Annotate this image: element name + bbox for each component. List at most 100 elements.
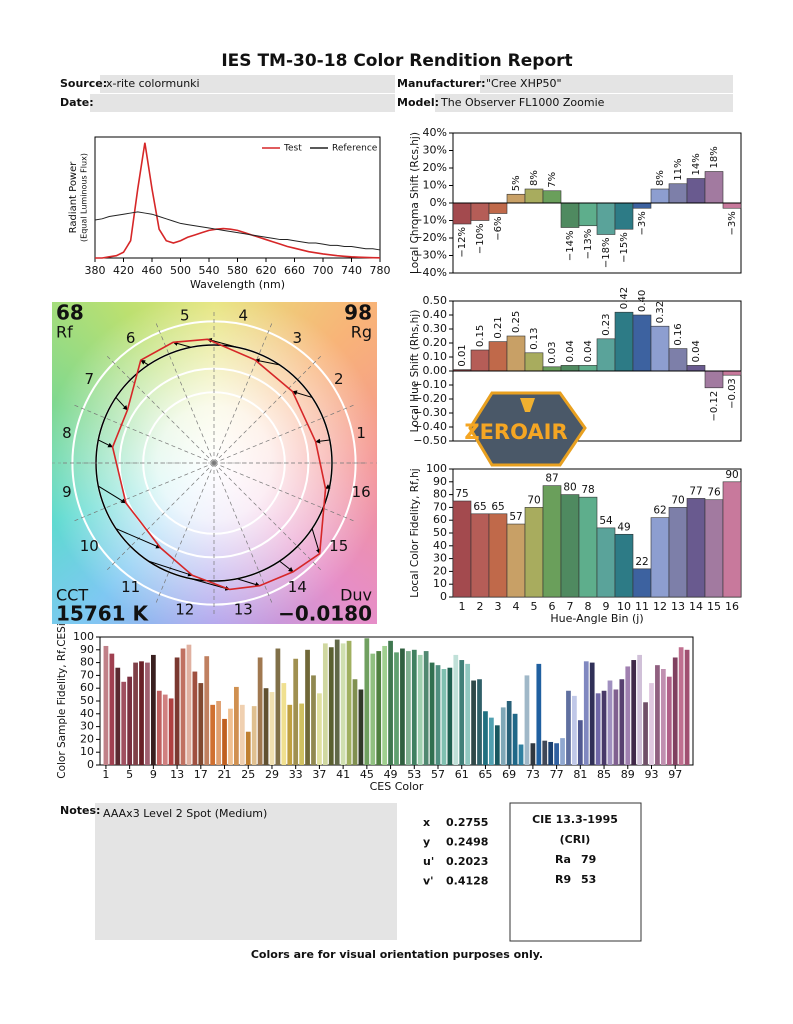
y-tick-label: 30 bbox=[80, 720, 94, 733]
bar bbox=[358, 689, 364, 765]
y-axis-label: Radiant Power bbox=[68, 161, 79, 234]
x-tick-label: 500 bbox=[170, 264, 191, 277]
hue-bin-label: 8 bbox=[62, 424, 72, 442]
bar bbox=[650, 188, 670, 204]
report-title: IES TM-30-18 Color Rendition Report bbox=[221, 51, 572, 71]
shift-arrow bbox=[98, 439, 114, 448]
x-tick-label: 9 bbox=[150, 768, 157, 781]
y-tick-label: 40 bbox=[80, 707, 94, 720]
bar bbox=[441, 669, 447, 765]
bar bbox=[133, 662, 138, 765]
spoke bbox=[72, 462, 215, 523]
bar bbox=[560, 494, 580, 598]
value-label: 70 bbox=[671, 494, 684, 506]
watermark-logo: ZEROAIR bbox=[464, 391, 587, 467]
spoke bbox=[213, 462, 323, 572]
bar bbox=[678, 647, 684, 765]
chroma-value: 0.4128 bbox=[446, 875, 488, 888]
notes-box bbox=[95, 803, 397, 940]
x-tick-label: 69 bbox=[502, 768, 516, 781]
bar bbox=[672, 657, 678, 765]
value-label: −10% bbox=[475, 224, 486, 255]
bar bbox=[722, 202, 742, 209]
bar bbox=[596, 338, 616, 372]
bar bbox=[275, 648, 281, 765]
y-tick-label: 40% bbox=[423, 126, 447, 139]
x-tick-label: 740 bbox=[341, 264, 362, 277]
bar bbox=[595, 693, 601, 765]
y-tick-label: 70 bbox=[80, 668, 94, 681]
shift-arrow bbox=[292, 390, 313, 398]
bar bbox=[192, 671, 198, 765]
bar bbox=[650, 517, 670, 598]
bar bbox=[186, 644, 192, 765]
bar bbox=[506, 335, 526, 372]
bar bbox=[477, 679, 482, 765]
value-label: 77 bbox=[689, 485, 702, 497]
bar bbox=[317, 693, 322, 765]
bar bbox=[506, 701, 512, 765]
notes-label: Notes: bbox=[60, 804, 100, 817]
y-tick-label: 0 bbox=[440, 590, 447, 603]
x-tick-label: 17 bbox=[194, 768, 208, 781]
x-tick-label: 4 bbox=[513, 600, 520, 613]
spoke bbox=[213, 403, 356, 464]
bar bbox=[299, 703, 304, 765]
chroma-label: v' bbox=[423, 875, 434, 888]
bar bbox=[650, 325, 670, 372]
y-tick-label: −40% bbox=[413, 266, 447, 279]
bar bbox=[704, 171, 724, 204]
shift-arrow bbox=[315, 438, 330, 444]
value-label: 78 bbox=[581, 484, 594, 496]
bar bbox=[542, 740, 548, 765]
bar bbox=[722, 481, 742, 598]
x-tick-label: 7 bbox=[567, 600, 574, 613]
x-tick-label: 3 bbox=[495, 600, 502, 613]
spectrum-line bbox=[94, 211, 381, 251]
bar bbox=[459, 660, 465, 765]
y-tick-label: 80 bbox=[80, 656, 94, 669]
x-tick-label: 37 bbox=[312, 768, 326, 781]
bar bbox=[180, 648, 186, 765]
bar bbox=[293, 658, 299, 765]
shift-arrow bbox=[115, 397, 128, 411]
legend-label: Reference bbox=[332, 144, 378, 154]
field-box bbox=[90, 94, 395, 112]
value-label: 75 bbox=[455, 488, 468, 500]
field-value: "Cree XHP50" bbox=[486, 77, 562, 90]
value-label: 0.42 bbox=[619, 287, 630, 309]
bar bbox=[632, 314, 652, 372]
value-label: 65 bbox=[473, 501, 486, 513]
hue-bin-label: 11 bbox=[121, 578, 140, 596]
value-label: 0.32 bbox=[655, 301, 666, 323]
bar bbox=[162, 694, 168, 765]
spectrum-line bbox=[95, 142, 381, 259]
y-tick-label: 10% bbox=[423, 179, 447, 192]
field-box bbox=[100, 75, 395, 93]
notes-text: AAAx3 Level 2 Spot (Medium) bbox=[103, 807, 267, 820]
hue-bin-label: 4 bbox=[238, 306, 248, 324]
y-tick-label: −10% bbox=[413, 214, 447, 227]
spoke bbox=[213, 321, 274, 464]
value-label: 0.15 bbox=[475, 325, 486, 347]
bar bbox=[548, 741, 554, 765]
y-tick-label: 20 bbox=[80, 732, 94, 745]
chroma-value: 0.2755 bbox=[446, 816, 488, 829]
bar bbox=[614, 533, 634, 598]
x-tick-label: 53 bbox=[407, 768, 421, 781]
value-label: 0.16 bbox=[673, 323, 684, 345]
bar bbox=[483, 711, 488, 765]
x-tick-label: 780 bbox=[370, 264, 391, 277]
bar bbox=[376, 651, 382, 765]
bar bbox=[322, 643, 328, 765]
y-axis-label: Local Chroma Shift (Rcs,hj) bbox=[409, 132, 421, 274]
hue-bin-label: 2 bbox=[334, 370, 344, 388]
value-label: 76 bbox=[707, 487, 721, 499]
bar bbox=[364, 638, 370, 765]
bar bbox=[596, 527, 616, 598]
bar bbox=[596, 202, 616, 235]
field-label: Model: bbox=[397, 96, 439, 109]
bar bbox=[417, 654, 423, 765]
bar bbox=[560, 365, 580, 372]
footer: Colors are for visual orientation purpos… bbox=[251, 948, 543, 961]
